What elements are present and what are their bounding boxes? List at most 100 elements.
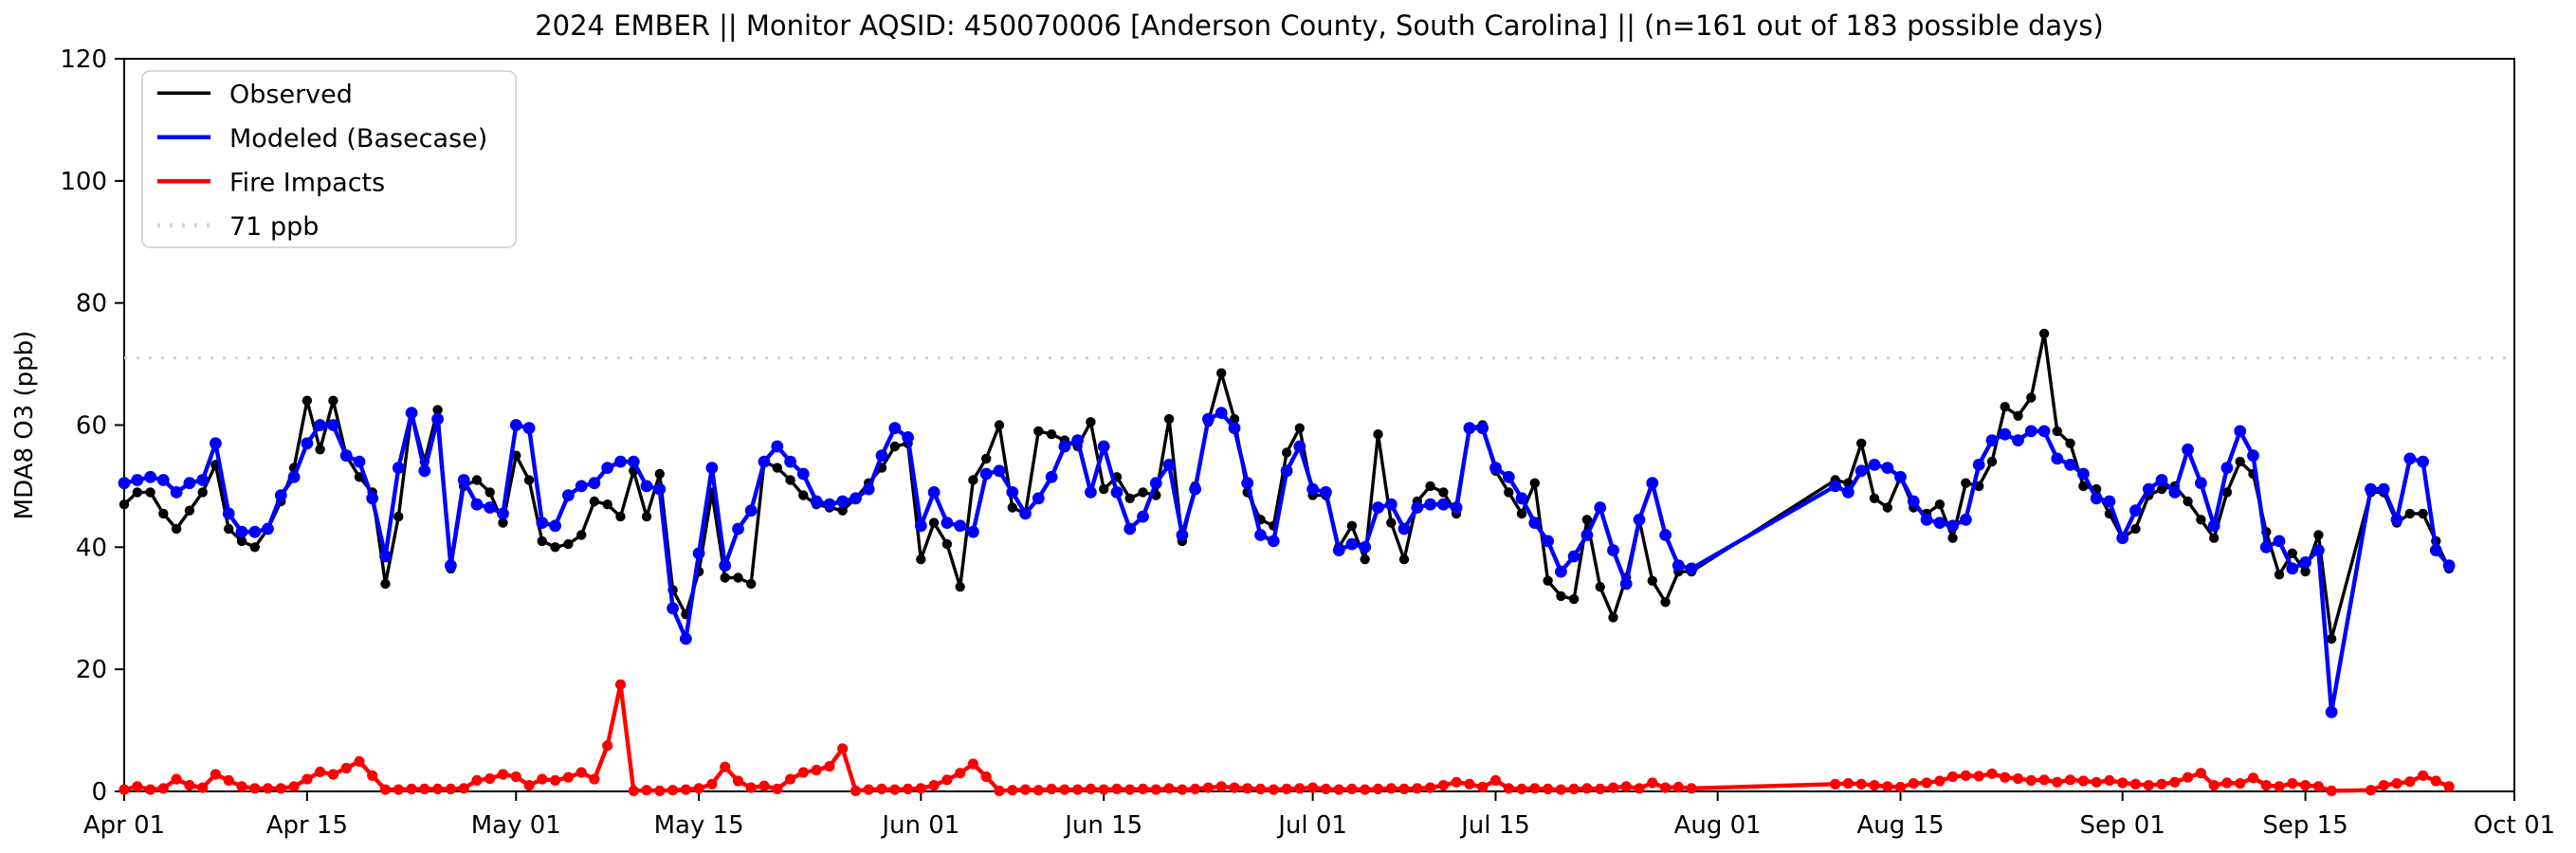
data-point [497, 769, 509, 780]
data-point [1985, 434, 1999, 446]
data-point [498, 517, 508, 528]
chart-title: 2024 EMBER || Monitor AQSID: 450070006 [… [535, 9, 2104, 42]
data-point [797, 767, 809, 778]
data-point [2404, 508, 2415, 519]
data-point [170, 486, 183, 499]
data-point [287, 470, 301, 483]
data-point [888, 422, 902, 435]
data-point [1972, 459, 1985, 471]
data-point [1267, 535, 1280, 548]
data-point [1045, 470, 1058, 483]
data-point [811, 764, 822, 776]
x-tick-label: Sep 15 [2262, 811, 2348, 840]
x-tick-label: Oct 01 [2474, 811, 2555, 840]
data-point [562, 489, 575, 501]
data-point [875, 449, 888, 463]
data-point [1489, 462, 1502, 474]
y-tick-label: 80 [76, 290, 107, 318]
data-point [614, 455, 627, 468]
data-point [772, 783, 783, 795]
data-point [1854, 464, 1868, 478]
data-point [1947, 771, 1959, 783]
data-point [1046, 429, 1057, 440]
data-point [1293, 440, 1306, 453]
data-point [224, 523, 234, 535]
data-point [432, 405, 443, 415]
data-point [1634, 783, 1645, 794]
data-point [2130, 523, 2141, 535]
data-point [2156, 778, 2167, 789]
data-point [2116, 532, 2129, 545]
data-point [1124, 784, 1136, 795]
data-point [2078, 481, 2089, 492]
data-point [654, 785, 666, 797]
data-point [1961, 478, 1971, 488]
data-point [2365, 785, 2377, 796]
data-point [1556, 590, 1566, 602]
data-point [2220, 462, 2234, 474]
data-point [2038, 328, 2050, 339]
data-point [523, 780, 535, 791]
data-point [706, 778, 718, 789]
data-point [1332, 544, 1345, 556]
data-point [2377, 482, 2390, 496]
data-point [654, 468, 665, 480]
data-point [1372, 501, 1384, 514]
data-point [1099, 483, 1109, 495]
data-point [824, 761, 835, 772]
data-point [1019, 507, 1032, 520]
data-point [876, 783, 887, 795]
data-point [1241, 477, 1254, 490]
data-point [288, 781, 300, 792]
data-point [588, 477, 601, 490]
data-point [1595, 783, 1606, 795]
data-point [1384, 498, 1398, 511]
data-point [2000, 402, 2010, 412]
x-axis: Apr 01 Apr 15 May 01 May 15 Jun 01 Jun 15 Jul … [83, 791, 2555, 840]
data-point [680, 784, 692, 795]
data-point [1516, 508, 1527, 519]
data-point [1162, 459, 1176, 471]
data-point [132, 781, 143, 792]
data-point [1149, 477, 1162, 490]
data-point [2012, 434, 2024, 446]
data-point [1868, 459, 1881, 471]
data-point [2091, 776, 2102, 788]
data-point [1542, 535, 1554, 548]
data-point [2129, 778, 2142, 789]
data-point [1477, 781, 1489, 793]
data-point [2235, 456, 2245, 467]
data-point [1359, 540, 1372, 554]
data-point [967, 525, 979, 538]
data-point [641, 511, 652, 522]
legend-label: Observed [229, 80, 353, 109]
data-point [2312, 544, 2325, 556]
data-point [1946, 519, 1960, 533]
x-tick-label: Apr 15 [266, 811, 348, 840]
data-point [1568, 783, 1580, 795]
data-point [2273, 535, 2286, 548]
data-point [2312, 781, 2324, 792]
data-point [2313, 530, 2324, 540]
data-point [2064, 459, 2077, 471]
y-axis: 0 20 40 60 80 100 120 [60, 45, 124, 807]
data-point [1163, 783, 1175, 794]
data-point [119, 499, 130, 510]
data-point [1476, 422, 1489, 435]
data-point [2274, 781, 2285, 792]
data-point [2207, 519, 2220, 533]
data-point [2430, 775, 2441, 787]
data-point [171, 523, 182, 535]
data-point [941, 538, 953, 550]
data-point [1515, 492, 1528, 505]
data-point [235, 525, 248, 538]
data-point [1398, 522, 1411, 535]
data-point [249, 783, 261, 794]
data-point [563, 538, 574, 550]
data-point [903, 783, 914, 795]
data-point [615, 511, 626, 522]
data-point [627, 455, 640, 468]
data-point [994, 420, 1005, 430]
data-point [2051, 452, 2064, 465]
data-point [2208, 780, 2220, 791]
